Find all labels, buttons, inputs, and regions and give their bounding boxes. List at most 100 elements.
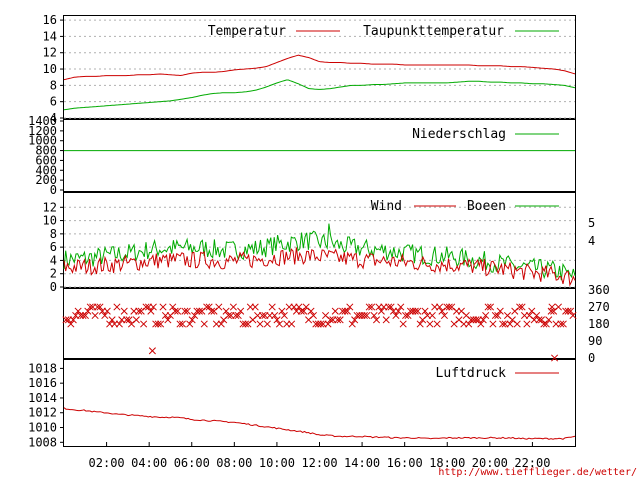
ticks-layer: 1614121086414001200100080060040020001210… xyxy=(28,13,610,470)
wind-direction-point xyxy=(542,320,550,328)
wind-direction-point xyxy=(108,316,116,324)
wind-direction-point xyxy=(147,307,155,315)
wind-direction-point xyxy=(551,354,559,362)
wind-direction-point xyxy=(489,320,497,328)
wind-direction-point xyxy=(365,303,373,311)
wind-direction-point xyxy=(547,307,555,315)
wind-direction-point xyxy=(445,303,453,311)
wind-direction-point xyxy=(67,320,75,328)
wind-direction-point xyxy=(346,303,354,311)
legend-label-wind: Wind xyxy=(371,199,402,214)
wind-direction-point xyxy=(387,303,395,311)
x-tick-label: 14:00 xyxy=(344,456,380,470)
wind-direction-point xyxy=(115,320,123,328)
y-tick-label: 12 xyxy=(43,46,57,60)
wind-direction-point xyxy=(516,303,524,311)
wind-direction-point xyxy=(174,307,182,315)
wind-direction-point xyxy=(181,307,189,315)
wind-direction-point xyxy=(523,320,531,328)
y-tick-label: 6 xyxy=(50,95,57,109)
y-tick-label: 1018 xyxy=(28,361,57,375)
wind-direction-point xyxy=(157,320,165,328)
wind-direction-point xyxy=(331,307,339,315)
wind-direction-point xyxy=(178,320,186,328)
wind-direction-point xyxy=(399,320,407,328)
y-tick-label-right: 0 xyxy=(588,351,595,365)
wind-direction-point xyxy=(372,316,381,324)
source-url: http://www.tiefflieger.de/wetter/ xyxy=(438,467,637,478)
y-tick-label: 1200 xyxy=(28,124,57,138)
wind-direction-point xyxy=(426,320,434,328)
wind-direction-point xyxy=(120,307,128,315)
wind-direction-point xyxy=(392,311,400,320)
y-tick-label: 1014 xyxy=(28,391,57,405)
series-line-luftdruck xyxy=(63,407,576,440)
wind-direction-point xyxy=(363,311,371,320)
wind-direction-point xyxy=(300,307,308,315)
wind-direction-point xyxy=(113,303,121,311)
wind-direction-point xyxy=(86,303,94,311)
x-tick-label: 16:00 xyxy=(387,456,423,470)
y-tick-label: 6 xyxy=(50,240,57,254)
wind-direction-point xyxy=(317,320,325,328)
wind-direction-point xyxy=(200,320,208,328)
wind-direction-point xyxy=(229,303,237,311)
wind-direction-point xyxy=(414,307,422,315)
x-tick-label: 18:00 xyxy=(429,456,465,470)
y-tick-label: 1016 xyxy=(28,376,57,390)
y-tick-label-right: 270 xyxy=(588,300,610,314)
wind-direction-point xyxy=(69,316,77,324)
wind-direction-point xyxy=(186,320,194,328)
wind-direction-point xyxy=(195,307,203,315)
wind-direction-point xyxy=(518,303,526,311)
wind-direction-point xyxy=(440,311,448,320)
wind-direction-point xyxy=(251,303,259,311)
wind-direction-point xyxy=(241,320,250,328)
y-tick-label-right: 360 xyxy=(588,283,610,297)
x-tick-label: 06:00 xyxy=(174,456,210,470)
wind-direction-point xyxy=(148,347,156,355)
wind-direction-point xyxy=(275,320,284,328)
y-tick-label: 10 xyxy=(43,62,57,76)
wind-direction-point xyxy=(91,311,99,320)
y-tick-label: 400 xyxy=(35,163,57,177)
wind-direction-point xyxy=(183,307,191,315)
wind-direction-point xyxy=(499,320,507,328)
y-tick-label: 4 xyxy=(50,253,57,267)
x-tick-label: 20:00 xyxy=(472,456,508,470)
legend-label-temperatur: Temperatur xyxy=(208,24,286,39)
y-tick-label-right: 5 xyxy=(588,216,595,230)
wind-direction-point xyxy=(81,311,89,320)
wind-direction-point xyxy=(326,316,334,324)
wind-direction-point xyxy=(154,320,162,328)
wind-direction-point xyxy=(309,311,317,320)
legend-label-boeen: Boeen xyxy=(467,199,506,214)
wind-direction-point xyxy=(484,303,492,311)
legend-pressure: Luftdruck xyxy=(436,366,559,381)
y-tick-label: 0 xyxy=(50,183,57,197)
wind-direction-point xyxy=(428,311,436,320)
wind-direction-point xyxy=(234,311,242,320)
y-tick-label: 1012 xyxy=(28,406,57,420)
grid-layer xyxy=(64,19,575,288)
wind-direction-point xyxy=(171,307,179,315)
y-tick-label: 200 xyxy=(35,173,57,187)
wind-direction-point xyxy=(132,316,140,324)
y-tick-label: 2 xyxy=(50,267,57,281)
wind-direction-point xyxy=(554,303,562,311)
legend-label-luftdruck: Luftdruck xyxy=(436,366,507,381)
wind-direction-point xyxy=(436,303,444,311)
wind-direction-point xyxy=(307,307,315,315)
y-tick-label: 4 xyxy=(50,111,57,125)
series-line-temperatur xyxy=(63,54,576,81)
y-tick-label-right: 90 xyxy=(588,334,602,348)
y-tick-label: 1008 xyxy=(28,435,57,449)
x-tick-label: 02:00 xyxy=(89,456,125,470)
wind-direction-point xyxy=(288,320,296,328)
wind-direction-point xyxy=(215,303,223,311)
wind-direction-point xyxy=(416,320,424,328)
wind-direction-point xyxy=(348,320,356,328)
legend-label-niederschlag: Niederschlag xyxy=(412,127,506,142)
wind-direction-point xyxy=(149,303,157,311)
wind-direction-point xyxy=(280,311,288,320)
